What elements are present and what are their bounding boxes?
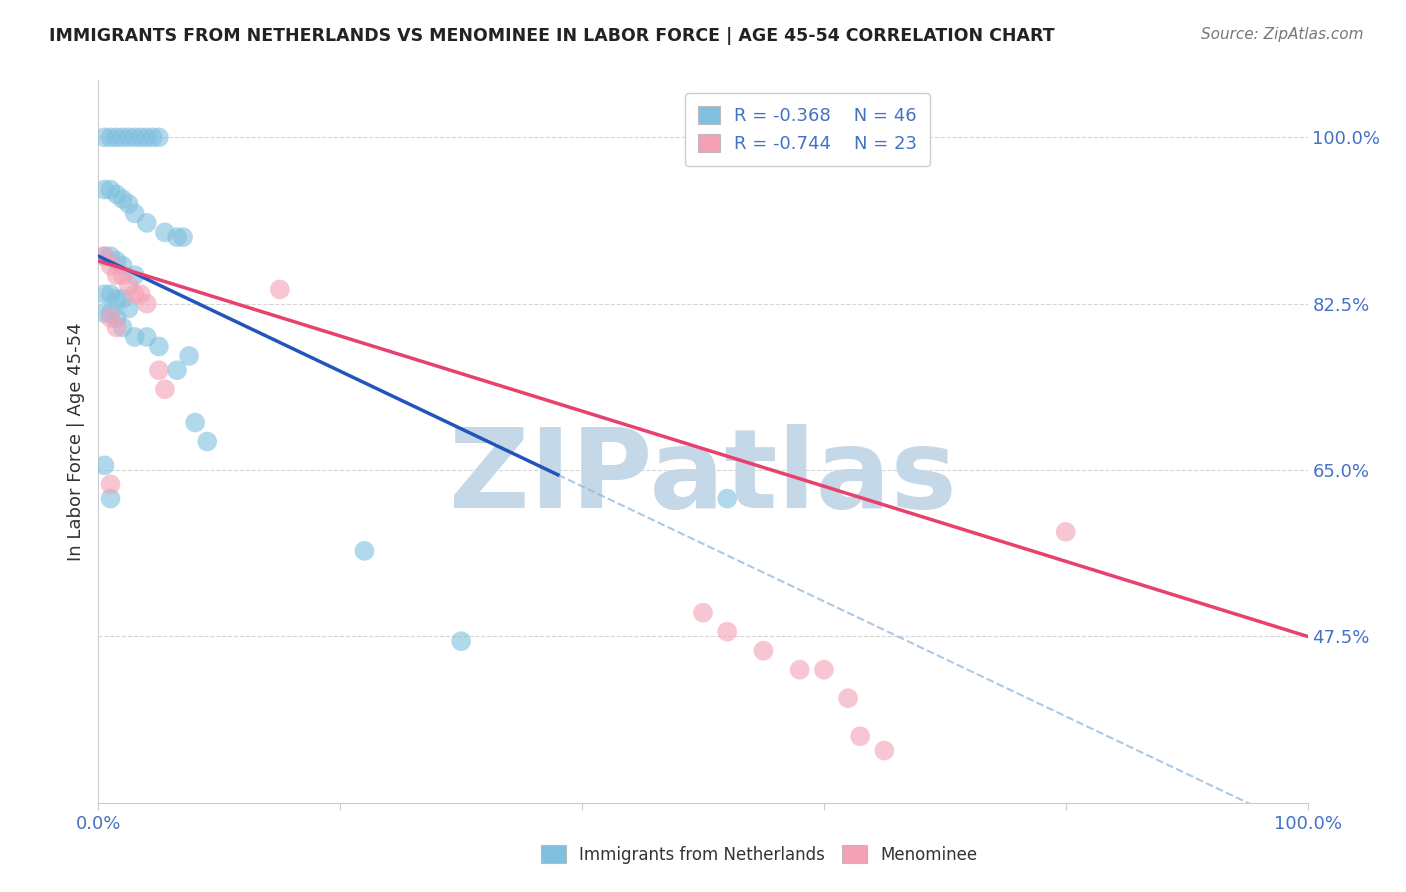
Point	[195, 434, 218, 449]
Point	[100, 183, 122, 197]
Point	[105, 187, 128, 202]
Point	[124, 330, 146, 344]
Point	[692, 606, 714, 620]
Point	[100, 249, 122, 263]
Legend: Immigrants from Netherlands, Menominee: Immigrants from Netherlands, Menominee	[534, 838, 984, 871]
Point	[135, 130, 157, 145]
Point	[129, 130, 152, 145]
Point	[124, 268, 146, 282]
Point	[124, 130, 146, 145]
Point	[148, 339, 170, 353]
Point	[849, 729, 872, 743]
Point	[100, 491, 122, 506]
Point	[100, 259, 122, 273]
Point	[100, 310, 122, 325]
Point	[153, 382, 176, 396]
Point	[93, 130, 115, 145]
Point	[93, 306, 115, 320]
Point	[105, 253, 128, 268]
Point	[105, 292, 128, 306]
Point	[450, 634, 472, 648]
Point	[118, 301, 141, 316]
Point	[111, 130, 134, 145]
Point	[118, 197, 141, 211]
Point	[184, 416, 207, 430]
Point	[124, 287, 146, 301]
Point	[135, 216, 157, 230]
Point	[873, 743, 896, 757]
Point	[716, 491, 738, 506]
Point	[111, 268, 134, 282]
Point	[111, 192, 134, 206]
Point	[179, 349, 201, 363]
Point	[93, 249, 115, 263]
Point	[100, 287, 122, 301]
Y-axis label: In Labor Force | Age 45-54: In Labor Force | Age 45-54	[66, 322, 84, 561]
Text: ZIPatlas: ZIPatlas	[449, 425, 957, 531]
Point	[93, 287, 115, 301]
Point	[129, 287, 152, 301]
Point	[716, 624, 738, 639]
Point	[142, 130, 165, 145]
Point	[105, 310, 128, 325]
Text: Source: ZipAtlas.com: Source: ZipAtlas.com	[1201, 27, 1364, 42]
Point	[135, 330, 157, 344]
Point	[789, 663, 811, 677]
Point	[813, 663, 835, 677]
Point	[93, 249, 115, 263]
Point	[93, 183, 115, 197]
Text: IMMIGRANTS FROM NETHERLANDS VS MENOMINEE IN LABOR FORCE | AGE 45-54 CORRELATION : IMMIGRANTS FROM NETHERLANDS VS MENOMINEE…	[49, 27, 1054, 45]
Point	[105, 268, 128, 282]
Point	[124, 206, 146, 220]
Point	[153, 226, 176, 240]
Point	[111, 320, 134, 334]
Point	[118, 277, 141, 292]
Point	[111, 259, 134, 273]
Point	[166, 363, 188, 377]
Point	[172, 230, 194, 244]
Point	[105, 320, 128, 334]
Point	[752, 643, 775, 657]
Point	[93, 458, 115, 473]
Point	[100, 130, 122, 145]
Point	[111, 292, 134, 306]
Point	[1054, 524, 1077, 539]
Point	[100, 477, 122, 491]
Point	[148, 363, 170, 377]
Point	[148, 130, 170, 145]
Point	[353, 544, 375, 558]
Point	[105, 130, 128, 145]
Legend: R = -0.368    N = 46, R = -0.744    N = 23: R = -0.368 N = 46, R = -0.744 N = 23	[685, 93, 929, 166]
Point	[166, 230, 188, 244]
Point	[118, 130, 141, 145]
Point	[100, 306, 122, 320]
Point	[269, 282, 291, 296]
Point	[837, 691, 859, 706]
Point	[135, 296, 157, 310]
